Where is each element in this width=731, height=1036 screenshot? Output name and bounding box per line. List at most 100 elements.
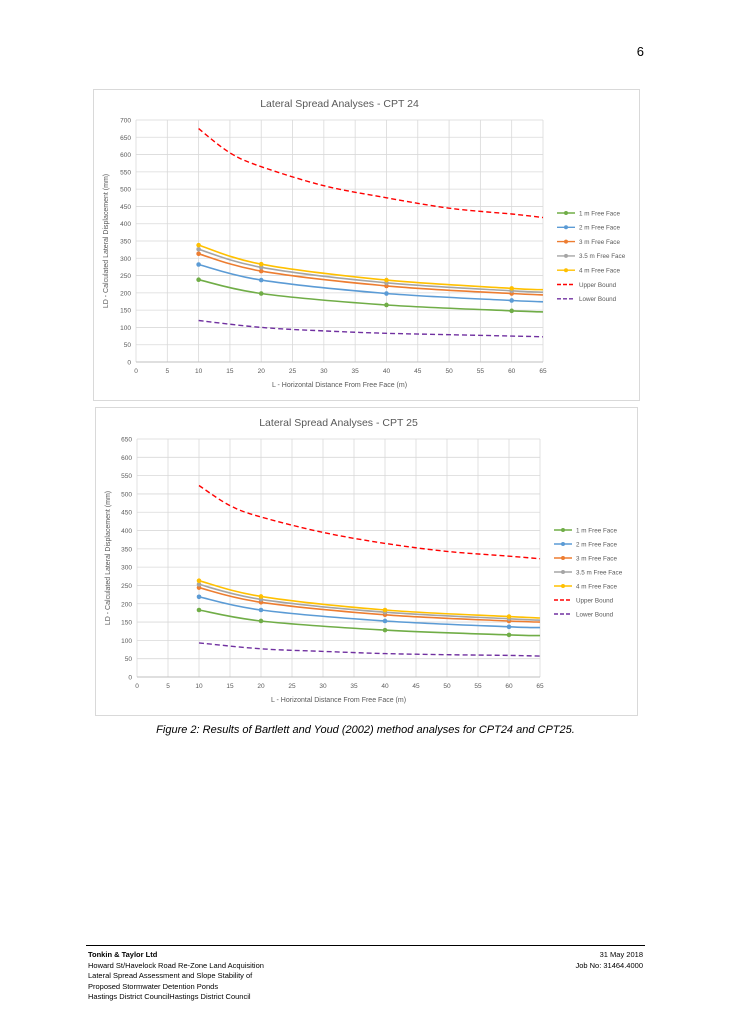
cpt25-series-line bbox=[198, 642, 541, 657]
cpt25-data-point bbox=[506, 614, 512, 619]
cpt25-y-axis-title: LD - Calculated Lateral Displacement (mm… bbox=[105, 491, 112, 625]
cpt25-x-tick-label: 15 bbox=[226, 683, 234, 690]
cpt24-x-tick-label: 50 bbox=[445, 368, 453, 375]
cpt24-series-line bbox=[198, 248, 544, 293]
cpt24-legend-marker bbox=[564, 253, 568, 258]
cpt25-y-tick-label: 350 bbox=[121, 546, 132, 553]
cpt25-y-tick-label: 600 bbox=[121, 455, 132, 462]
cpt25-legend-marker bbox=[561, 584, 565, 588]
chart-cpt25-svg: Lateral Spread Analyses - CPT 2505010015… bbox=[105, 417, 623, 704]
cpt25-data-point bbox=[382, 627, 388, 633]
cpt25-legend-marker bbox=[561, 542, 565, 546]
cpt25-y-tick-label: 200 bbox=[121, 601, 132, 608]
cpt24-legend-label: 3.5 m Free Face bbox=[579, 253, 626, 260]
cpt25-x-tick-label: 45 bbox=[412, 683, 420, 690]
cpt24-x-tick-label: 10 bbox=[195, 368, 203, 375]
cpt25-legend-label: 2 m Free Face bbox=[576, 541, 617, 548]
cpt24-legend-marker bbox=[564, 225, 568, 230]
cpt24-data-point bbox=[258, 268, 264, 274]
cpt24-legend-label: Lower Bound bbox=[579, 296, 617, 303]
cpt24-legend-label: 3 m Free Face bbox=[579, 239, 620, 246]
cpt25-x-tick-label: 30 bbox=[319, 683, 327, 690]
cpt25-x-tick-label: 10 bbox=[195, 683, 203, 690]
cpt25-title: Lateral Spread Analyses - CPT 25 bbox=[259, 417, 418, 429]
cpt25-x-axis-title: L - Horizontal Distance From Free Face (… bbox=[271, 697, 406, 704]
cpt25-data-point bbox=[196, 578, 202, 584]
cpt24-y-tick-label: 400 bbox=[120, 221, 131, 228]
cpt24-x-tick-label: 45 bbox=[414, 368, 422, 375]
cpt25-x-tick-label: 40 bbox=[381, 683, 389, 690]
cpt25-series-line bbox=[198, 583, 541, 621]
cpt24-y-tick-label: 300 bbox=[120, 256, 131, 263]
cpt24-legend-marker bbox=[564, 239, 568, 244]
cpt25-y-tick-label: 500 bbox=[121, 491, 132, 498]
cpt25-data-point bbox=[506, 632, 512, 638]
cpt24-legend-marker bbox=[564, 211, 568, 215]
cpt25-legend-label: 1 m Free Face bbox=[576, 527, 617, 534]
cpt24-x-tick-label: 65 bbox=[539, 368, 547, 375]
cpt25-data-point bbox=[196, 585, 202, 590]
footer-right: 31 May 2018 Job No: 31464.4000 bbox=[575, 950, 643, 971]
cpt24-y-tick-label: 450 bbox=[120, 204, 131, 211]
cpt24-data-point bbox=[196, 246, 201, 252]
cpt24-legend-label: 1 m Free Face bbox=[579, 210, 620, 217]
cpt24-legend-label: 4 m Free Face bbox=[579, 268, 620, 275]
cpt24-x-tick-label: 40 bbox=[383, 368, 391, 375]
cpt24-series-line bbox=[198, 244, 544, 291]
cpt25-legend-marker bbox=[561, 556, 565, 560]
cpt24-x-tick-label: 30 bbox=[320, 368, 328, 375]
page-number: 6 bbox=[636, 44, 644, 59]
cpt25-data-point bbox=[196, 594, 202, 600]
cpt25-y-tick-label: 50 bbox=[125, 656, 133, 663]
cpt24-legend-label: Upper Bound bbox=[579, 282, 617, 289]
cpt24-legend-label: 2 m Free Face bbox=[579, 225, 620, 232]
chart-cpt25: Lateral Spread Analyses - CPT 25 0 50 100 15… bbox=[95, 407, 638, 716]
cpt25-y-tick-label: 100 bbox=[121, 638, 132, 645]
footer-line: Howard St/Havelock Road Re-Zone Land Acq… bbox=[88, 960, 264, 970]
cpt25-x-tick-label: 60 bbox=[505, 683, 513, 690]
footer-line: Hastings District CouncilHastings Distri… bbox=[88, 992, 251, 1001]
cpt25-x-tick-label: 65 bbox=[536, 683, 544, 690]
cpt24-x-tick-label: 35 bbox=[352, 368, 360, 375]
cpt24-y-tick-label: 50 bbox=[124, 342, 132, 349]
footer-job-number: Job No: 31464.4000 bbox=[575, 960, 643, 970]
cpt24-data-point bbox=[509, 308, 514, 314]
cpt24-y-tick-label: 200 bbox=[120, 290, 131, 297]
cpt24-x-tick-label: 0 bbox=[134, 368, 138, 375]
cpt25-y-tick-label: 0 bbox=[128, 675, 132, 682]
cpt25-data-point bbox=[258, 594, 264, 599]
footer-line: Proposed Stormwater Detention Ponds bbox=[88, 981, 219, 991]
cpt25-y-tick-label: 250 bbox=[121, 583, 132, 590]
cpt24-y-tick-label: 500 bbox=[120, 187, 131, 194]
cpt25-series-line bbox=[198, 484, 541, 560]
cpt25-data-point bbox=[258, 607, 264, 613]
cpt24-y-tick-label: 150 bbox=[120, 308, 131, 315]
cpt25-data-point bbox=[196, 607, 202, 613]
cpt25-x-tick-label: 50 bbox=[443, 683, 451, 690]
cpt24-data-point bbox=[196, 262, 201, 267]
cpt25-x-tick-label: 5 bbox=[166, 683, 170, 690]
cpt25-y-tick-label: 450 bbox=[121, 510, 132, 517]
cpt24-data-point bbox=[509, 298, 514, 303]
cpt25-legend-label: 4 m Free Face bbox=[576, 583, 617, 590]
cpt25-legend-marker bbox=[561, 570, 565, 574]
cpt25-data-point bbox=[382, 607, 388, 613]
cpt24-x-tick-label: 15 bbox=[226, 368, 234, 375]
cpt24-data-point bbox=[258, 291, 264, 296]
cpt24-y-tick-label: 550 bbox=[120, 169, 131, 176]
cpt24-series-line bbox=[198, 263, 544, 303]
cpt24-data-point bbox=[384, 277, 389, 283]
chart-cpt24: Lateral Spread Analyses - CPT 24 0 50 100 15… bbox=[93, 89, 640, 401]
cpt25-data-point bbox=[382, 618, 388, 624]
cpt24-series-line bbox=[198, 128, 544, 219]
cpt25-x-tick-label: 55 bbox=[474, 683, 482, 690]
cpt25-series-line bbox=[198, 596, 541, 629]
cpt24-y-tick-label: 600 bbox=[120, 152, 131, 159]
cpt24-x-tick-label: 5 bbox=[165, 368, 169, 375]
cpt24-data-point bbox=[196, 277, 201, 283]
cpt25-legend-label: 3.5 m Free Face bbox=[576, 569, 623, 576]
cpt24-data-point bbox=[258, 261, 264, 267]
cpt24-data-point bbox=[384, 302, 389, 308]
cpt24-x-tick-label: 55 bbox=[477, 368, 485, 375]
cpt25-x-tick-label: 0 bbox=[135, 683, 139, 690]
